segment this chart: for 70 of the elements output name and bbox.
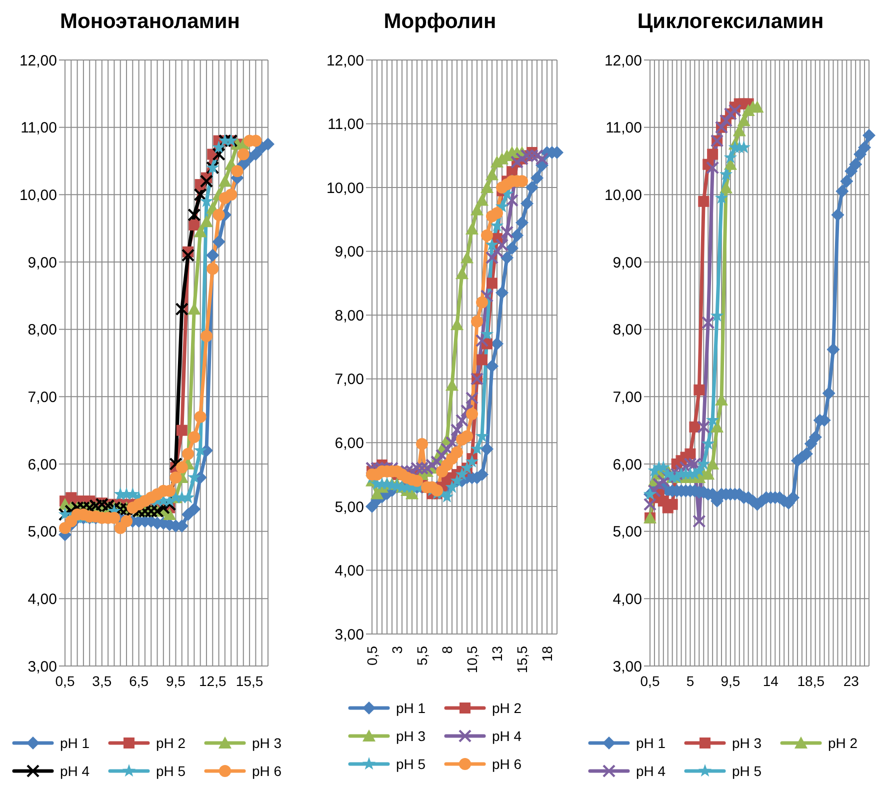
y-tick-label: 12,00 xyxy=(19,52,57,70)
y-tick-label: 3,00 xyxy=(28,658,57,676)
x-tick-label: 6,5 xyxy=(129,673,149,689)
y-tick-label: 6,00 xyxy=(334,434,364,452)
legend-label: pH 4 xyxy=(636,763,666,779)
y-tick-label: 11,00 xyxy=(328,116,364,134)
legend-label: pH 2 xyxy=(156,735,186,751)
legend-label: pH 5 xyxy=(156,763,186,779)
y-tick-label: 11,00 xyxy=(606,120,642,137)
x-tick-label: 0,5 xyxy=(640,673,660,689)
y-tick-label: 12,00 xyxy=(604,52,642,70)
x-tick-label: 0,5 xyxy=(55,673,75,689)
y-tick-label: 10,00 xyxy=(326,180,364,197)
y-tick-label: 9,00 xyxy=(28,254,57,272)
x-tick-label: 23 xyxy=(843,673,860,689)
chart-title: Морфолин xyxy=(382,10,498,34)
x-tick-label: 15,5 xyxy=(514,646,530,674)
x-tick-label: 0,5 xyxy=(364,646,380,666)
y-tick-label: 8,00 xyxy=(334,307,364,324)
y-tick-label: 8,00 xyxy=(612,322,642,339)
x-tick-label: 14 xyxy=(762,673,779,689)
y-tick-label: 5,00 xyxy=(612,524,642,541)
y-tick-label: 4,00 xyxy=(334,562,364,580)
legend-label: pH 1 xyxy=(636,735,666,751)
x-tick-label: 10,5 xyxy=(464,646,480,674)
y-tick-label: 10,00 xyxy=(19,186,57,204)
y-tick-label: 4,00 xyxy=(28,590,57,608)
y-tick-label: 3,00 xyxy=(612,658,642,676)
legend-label: pH 4 xyxy=(60,763,90,779)
x-tick-label: 5 xyxy=(686,673,694,689)
legend-label: pH 3 xyxy=(252,735,282,751)
x-tick-label: 18,5 xyxy=(797,673,825,689)
legend-label: pH 6 xyxy=(252,763,282,779)
y-tick-label: 5,00 xyxy=(334,498,364,516)
y-tick-label: 4,00 xyxy=(612,590,642,608)
legend-label: pH 2 xyxy=(492,700,522,716)
legend-label: pH 4 xyxy=(492,728,522,744)
legend-label: pH 2 xyxy=(828,735,858,751)
legend-label: pH 5 xyxy=(732,763,762,779)
y-tick-label: 12,00 xyxy=(326,52,364,70)
x-tick-label: 9,5 xyxy=(166,673,186,689)
x-tick-label: 15,5 xyxy=(236,673,264,689)
chart-title: Моноэтаноламин xyxy=(59,10,241,34)
x-tick-label: 3 xyxy=(389,646,405,654)
y-tick-label: 6,00 xyxy=(612,456,642,474)
y-tick-label: 3,00 xyxy=(334,626,364,644)
x-tick-label: 8 xyxy=(439,646,455,654)
y-tick-label: 8,00 xyxy=(28,322,57,339)
y-tick-label: 7,00 xyxy=(334,371,364,388)
legend-label: pH 5 xyxy=(396,756,426,772)
x-tick-label: 12,5 xyxy=(199,673,226,689)
y-tick-label: 5,00 xyxy=(28,524,57,541)
x-tick-label: 3,5 xyxy=(92,673,112,689)
legend-label: pH 6 xyxy=(492,756,522,772)
legend-label: pH 3 xyxy=(396,728,426,744)
legend-label: pH 1 xyxy=(396,700,426,716)
y-tick-label: 11,00 xyxy=(20,120,57,137)
chart-title: Циклогексиламин xyxy=(636,10,825,34)
y-tick-label: 9,00 xyxy=(334,244,364,261)
legend-label: pH 3 xyxy=(732,735,762,751)
x-tick-label: 5,5 xyxy=(414,646,430,666)
y-tick-label: 9,00 xyxy=(612,254,642,272)
x-tick-label: 18 xyxy=(539,646,555,662)
y-tick-label: 6,00 xyxy=(28,456,57,474)
y-tick-label: 7,00 xyxy=(28,388,57,406)
legend-label: pH 1 xyxy=(60,735,90,751)
y-tick-label: 7,00 xyxy=(612,388,642,406)
x-tick-label: 13 xyxy=(489,646,505,662)
x-tick-label: 9,5 xyxy=(720,673,740,689)
y-tick-label: 10,00 xyxy=(604,186,642,204)
